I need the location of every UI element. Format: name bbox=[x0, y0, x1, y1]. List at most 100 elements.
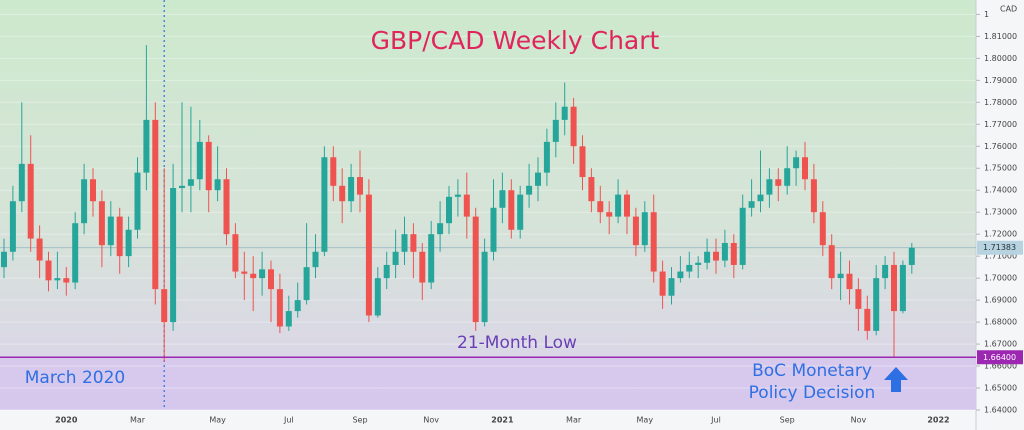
candle-body bbox=[606, 212, 613, 217]
candle-body bbox=[276, 289, 283, 327]
candle-body bbox=[810, 179, 817, 213]
y-tick-label: 1.73000 bbox=[984, 208, 1017, 217]
candle-body bbox=[285, 311, 292, 327]
y-tick-label: 1.77000 bbox=[984, 120, 1017, 129]
low-annotation: 21-Month Low bbox=[457, 333, 577, 353]
candle-body bbox=[882, 264, 889, 279]
y-tick-label: 1.75000 bbox=[984, 164, 1017, 173]
candle-body bbox=[72, 223, 79, 283]
candle-body bbox=[846, 273, 853, 290]
candle-body bbox=[223, 179, 230, 235]
candle-body bbox=[632, 216, 639, 246]
candle-body bbox=[588, 177, 595, 202]
y-tick-label: 1.74000 bbox=[984, 186, 1017, 195]
candle-body bbox=[739, 207, 746, 265]
y-tick-label: 1.65000 bbox=[984, 384, 1017, 393]
y-tick-label: 1.67000 bbox=[984, 340, 1017, 349]
candle-body bbox=[81, 179, 88, 224]
candle-body bbox=[1, 251, 7, 268]
candle-body bbox=[543, 141, 550, 173]
y-tick-label: 1.69000 bbox=[984, 296, 1017, 305]
candle-body bbox=[552, 119, 559, 142]
candle-body bbox=[517, 194, 524, 230]
candle-body bbox=[899, 264, 906, 312]
candle-body bbox=[713, 251, 719, 261]
candle-body bbox=[214, 179, 221, 191]
candle-body bbox=[125, 229, 132, 257]
candle-body bbox=[615, 194, 622, 217]
candle-body bbox=[686, 264, 693, 272]
candle-body bbox=[828, 245, 835, 279]
candle-body bbox=[437, 223, 444, 235]
candle-body bbox=[330, 157, 337, 186]
last-price-tag bbox=[977, 240, 1023, 255]
candle-body bbox=[597, 201, 604, 213]
candle-body bbox=[9, 201, 16, 252]
candle-body bbox=[392, 251, 399, 265]
candle-body bbox=[419, 251, 426, 283]
candle-body bbox=[499, 190, 506, 208]
candle-body bbox=[446, 196, 452, 224]
candle-body bbox=[668, 278, 675, 296]
support-tag bbox=[977, 350, 1023, 365]
candle-body bbox=[775, 179, 782, 186]
candle-body bbox=[303, 267, 310, 301]
candle-body bbox=[490, 207, 497, 252]
currency-label: CAD bbox=[1000, 5, 1017, 14]
candle-body bbox=[54, 278, 61, 281]
event-annotation: March 2020 bbox=[25, 368, 126, 388]
candle-body bbox=[766, 179, 773, 195]
candle-body bbox=[250, 273, 257, 279]
candle-body bbox=[730, 242, 737, 265]
last-price-label: 1.71383 bbox=[983, 243, 1016, 252]
y-tick-label: 1 bbox=[984, 10, 989, 19]
candle-body bbox=[463, 194, 470, 217]
candle-body bbox=[864, 308, 871, 331]
y-tick-label: 1.79000 bbox=[984, 76, 1017, 85]
support-zone bbox=[0, 357, 976, 410]
candle-body bbox=[721, 242, 728, 261]
x-tick-label: 2022 bbox=[927, 416, 949, 425]
candle-body bbox=[187, 179, 194, 186]
candle-body bbox=[793, 157, 800, 169]
candle-body bbox=[90, 179, 96, 202]
y-tick-label: 1.71000 bbox=[984, 252, 1017, 261]
candle-body bbox=[908, 247, 915, 265]
up-arrow bbox=[884, 367, 908, 392]
x-tick-label: Sep bbox=[780, 416, 795, 425]
candle-body bbox=[428, 234, 435, 283]
candle-body bbox=[241, 271, 248, 274]
candle-body bbox=[348, 177, 355, 202]
candle-body bbox=[819, 212, 826, 246]
candle-body bbox=[472, 216, 479, 323]
x-tick-label: 2020 bbox=[55, 416, 78, 425]
candle-body bbox=[339, 185, 346, 202]
candle-body bbox=[695, 262, 702, 265]
candle-body bbox=[401, 234, 408, 252]
candle-body bbox=[570, 106, 577, 147]
candle-body bbox=[757, 194, 764, 202]
candle-body bbox=[535, 172, 541, 186]
candle-body bbox=[374, 278, 381, 316]
candle-body bbox=[232, 234, 239, 272]
y-tick-label: 1.72000 bbox=[984, 230, 1017, 239]
candle-body bbox=[205, 141, 212, 191]
candle-body bbox=[650, 212, 657, 272]
x-tick-label: Sep bbox=[352, 416, 367, 425]
x-tick-label: Mar bbox=[130, 416, 146, 425]
candle-body bbox=[641, 212, 648, 246]
x-tick-label: Jul bbox=[283, 416, 294, 425]
candle-body bbox=[152, 119, 159, 290]
x-tick-label: May bbox=[209, 416, 226, 425]
candle-body bbox=[27, 163, 34, 239]
candle-body bbox=[383, 264, 390, 279]
candle-body bbox=[268, 269, 274, 290]
x-tick-label: Nov bbox=[423, 416, 439, 425]
y-tick-label: 1.80000 bbox=[984, 54, 1017, 63]
candle-body bbox=[855, 289, 862, 309]
chart-title: GBP/CAD Weekly Chart bbox=[371, 26, 660, 55]
candle-body bbox=[526, 185, 533, 195]
candle-body bbox=[294, 300, 301, 312]
y-tick-label: 1.76000 bbox=[984, 142, 1017, 151]
